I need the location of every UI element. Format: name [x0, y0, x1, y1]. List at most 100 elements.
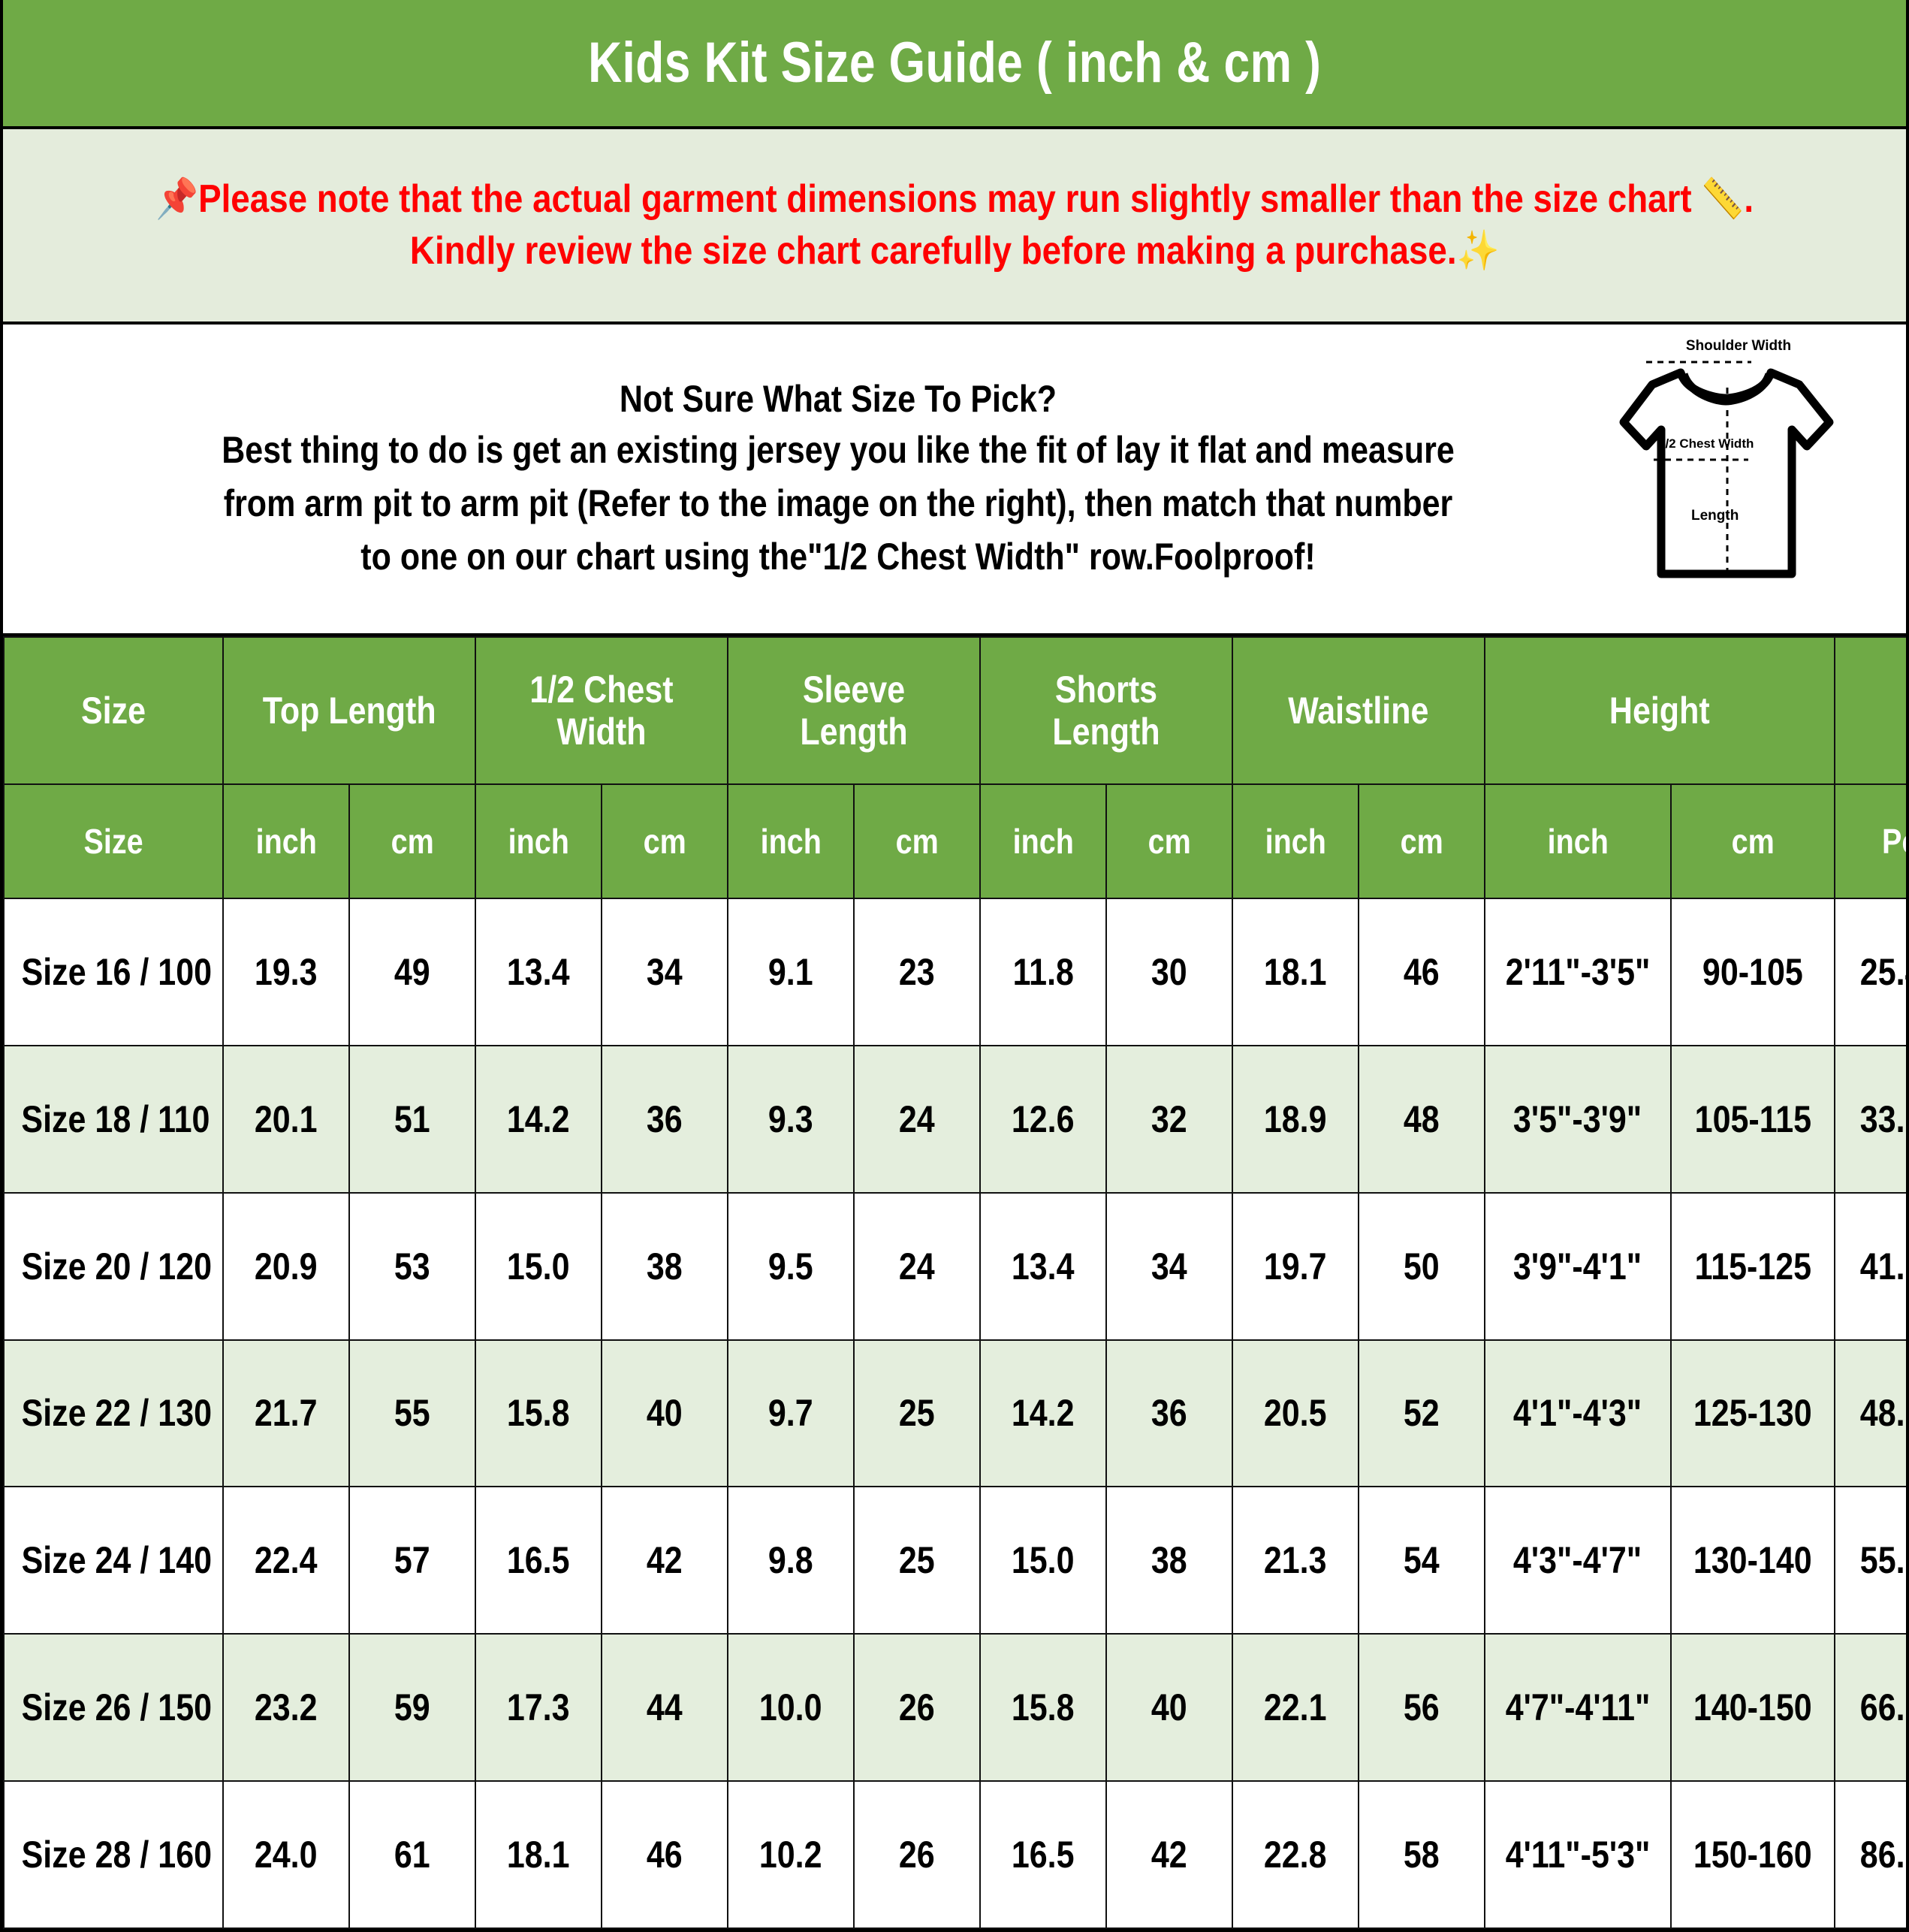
row-size-label: Size 20 / 120: [3, 1191, 224, 1341]
table-cell: 25.4-33.1: [1834, 898, 1906, 1046]
table-cell: 15.0: [979, 1486, 1107, 1635]
length-label: Length: [1691, 508, 1739, 524]
table-cell: 59: [348, 1633, 476, 1783]
unit-header: Pound: [1834, 783, 1906, 899]
table-cell: 42: [601, 1486, 728, 1635]
table-cell: 55.1-63.9: [1834, 1486, 1906, 1635]
table-cell: 20.9: [222, 1191, 350, 1341]
table-cell: 16.5: [979, 1780, 1107, 1929]
table-cell: 40: [601, 1339, 728, 1488]
group-header-row: Size Top Length 1/2 Chest Width Sleeve L…: [3, 636, 1906, 785]
table-cell: 23: [853, 898, 981, 1046]
table-cell: 55: [348, 1339, 476, 1488]
table-cell: 10.0: [727, 1633, 855, 1783]
col-header-waistline: Waistline: [1231, 636, 1486, 785]
table-cell: 24.0: [222, 1780, 350, 1929]
table-cell: 86.0-99.2: [1834, 1780, 1906, 1929]
table-cell: 9.1: [727, 898, 855, 1046]
table-row: Size 26 / 150 23.2 59 17.3 44 10.0 26 15.8 40 22.…: [3, 1633, 1906, 1783]
table-cell: 17.3: [475, 1633, 602, 1783]
table-cell: 12.6: [979, 1044, 1107, 1194]
table-cell: 25: [853, 1339, 981, 1488]
table-cell: 3'9"-4'1": [1484, 1191, 1672, 1341]
table-cell: 15.8: [979, 1633, 1107, 1783]
table-cell: 25: [853, 1486, 981, 1635]
table-cell: 105-115: [1670, 1044, 1836, 1194]
table-cell: 46: [1357, 898, 1486, 1046]
row-size-label: Size 16 / 100: [3, 898, 224, 1046]
table-cell: 18.1: [475, 1780, 602, 1929]
table-cell: 140-150: [1670, 1633, 1836, 1783]
table-cell: 21.3: [1232, 1486, 1359, 1635]
table-cell: 20.1: [222, 1044, 350, 1194]
table-cell: 150-160: [1670, 1780, 1836, 1929]
table-cell: 38: [1105, 1486, 1233, 1635]
table-cell: 52: [1357, 1339, 1486, 1488]
table-cell: 15.8: [475, 1339, 602, 1488]
unit-header: inch: [222, 783, 350, 899]
table-cell: 21.7: [222, 1339, 350, 1488]
table-cell: 15.0: [475, 1191, 602, 1341]
table-cell: 24: [853, 1044, 981, 1194]
table-row: Size 22 / 130 21.7 55 15.8 40 9.7 25 14.2 36 20.5…: [3, 1339, 1906, 1488]
unit-header: inch: [727, 783, 855, 899]
col-header-shorts-length: Shorts Length: [979, 636, 1233, 785]
instructions-band: Not Sure What Size To Pick? Best thing t…: [3, 325, 1906, 636]
table-cell: 22.8: [1232, 1780, 1359, 1929]
table-cell: 9.7: [727, 1339, 855, 1488]
notice-line-2: Kindly review the size chart carefully b…: [409, 229, 1500, 273]
table-row: Size 28 / 160 24.0 61 18.1 46 10.2 26 16.5 42 22.…: [3, 1780, 1906, 1929]
table-cell: 10.2: [727, 1780, 855, 1929]
unit-header: inch: [475, 783, 602, 899]
table-cell: 4'3"-4'7": [1484, 1486, 1672, 1635]
col-header-size: Size: [3, 636, 224, 785]
notice-band: 📌Please note that the actual garment dim…: [3, 129, 1906, 325]
table-cell: 11.8: [979, 898, 1107, 1046]
col-header-height: Height: [1484, 636, 1836, 785]
col-header-top-length: Top Length: [222, 636, 476, 785]
table-cell: 16.5: [475, 1486, 602, 1635]
table-cell: 32: [1105, 1044, 1233, 1194]
tshirt-measurement-diagram: Shoulder Width 1/2 Chest Width Length: [1615, 334, 1862, 626]
table-cell: 9.8: [727, 1486, 855, 1635]
table-row: Size 20 / 120 20.9 53 15.0 38 9.5 24 13.4 34 19.7…: [3, 1191, 1906, 1341]
table-cell: 19.7: [1232, 1191, 1359, 1341]
table-cell: 90-105: [1670, 898, 1836, 1046]
notice-line-1: 📌Please note that the actual garment dim…: [155, 177, 1754, 222]
unit-header: cm: [1105, 783, 1233, 899]
table-cell: 23.2: [222, 1633, 350, 1783]
row-size-label: Size 24 / 140: [3, 1486, 224, 1635]
table-cell: 49: [348, 898, 476, 1046]
table-cell: 36: [1105, 1339, 1233, 1488]
table-cell: 125-130: [1670, 1339, 1836, 1488]
col-header-half-chest-width: 1/2 Chest Width: [475, 636, 728, 785]
table-cell: 61: [348, 1780, 476, 1929]
instructions-line-2: from arm pit to arm pit (Refer to the im…: [223, 481, 1453, 524]
table-cell: 26: [853, 1780, 981, 1929]
table-cell: 54: [1357, 1486, 1486, 1635]
table-cell: 34: [1105, 1191, 1233, 1341]
table-cell: 56: [1357, 1633, 1486, 1783]
unit-header-size: Size: [3, 783, 224, 899]
table-cell: 40: [1105, 1633, 1233, 1783]
unit-header: cm: [1357, 783, 1486, 899]
table-cell: 14.2: [979, 1339, 1107, 1488]
instructions-text: Not Sure What Size To Pick? Best thing t…: [3, 375, 1906, 584]
table-cell: 41.9-48.5: [1834, 1191, 1906, 1341]
table-cell: 46: [601, 1780, 728, 1929]
col-header-weight: Weight: [1834, 636, 1906, 785]
unit-header: cm: [601, 783, 728, 899]
table-cell: 20.5: [1232, 1339, 1359, 1488]
table-cell: 13.4: [475, 898, 602, 1046]
table-cell: 14.2: [475, 1044, 602, 1194]
table-cell: 66.1-83.8: [1834, 1633, 1906, 1783]
half-chest-width-label: 1/2 Chest Width: [1658, 436, 1754, 451]
table-body: Size 16 / 100 19.3 49 13.4 34 9.1 23 11.8 30 18.1…: [3, 898, 1906, 1929]
table-cell: 26: [853, 1633, 981, 1783]
table-cell: 18.9: [1232, 1044, 1359, 1194]
table-cell: 53: [348, 1191, 476, 1341]
table-cell: 9.5: [727, 1191, 855, 1341]
unit-header: cm: [1670, 783, 1836, 899]
row-size-label: Size 22 / 130: [3, 1339, 224, 1488]
